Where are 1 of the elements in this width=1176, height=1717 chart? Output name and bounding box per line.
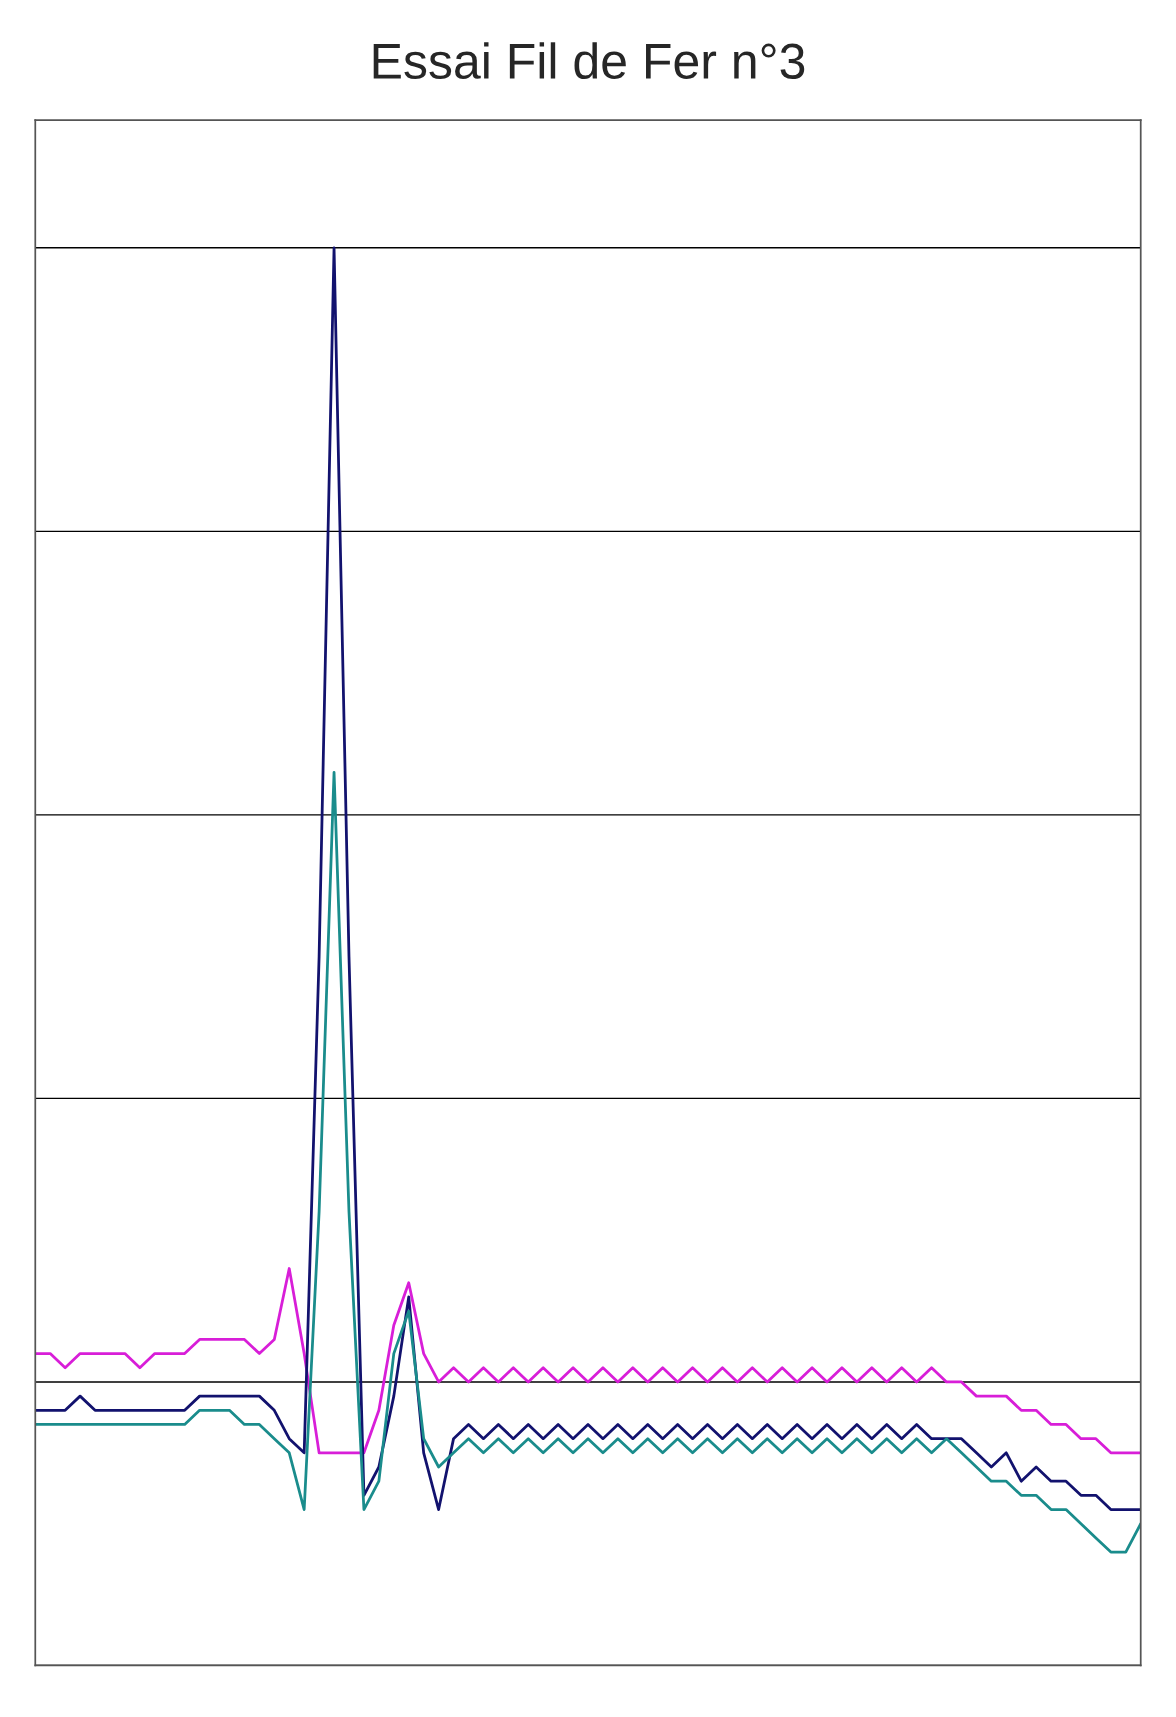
chart-title: Essai Fil de Fer n°3 [373, 42, 805, 80]
